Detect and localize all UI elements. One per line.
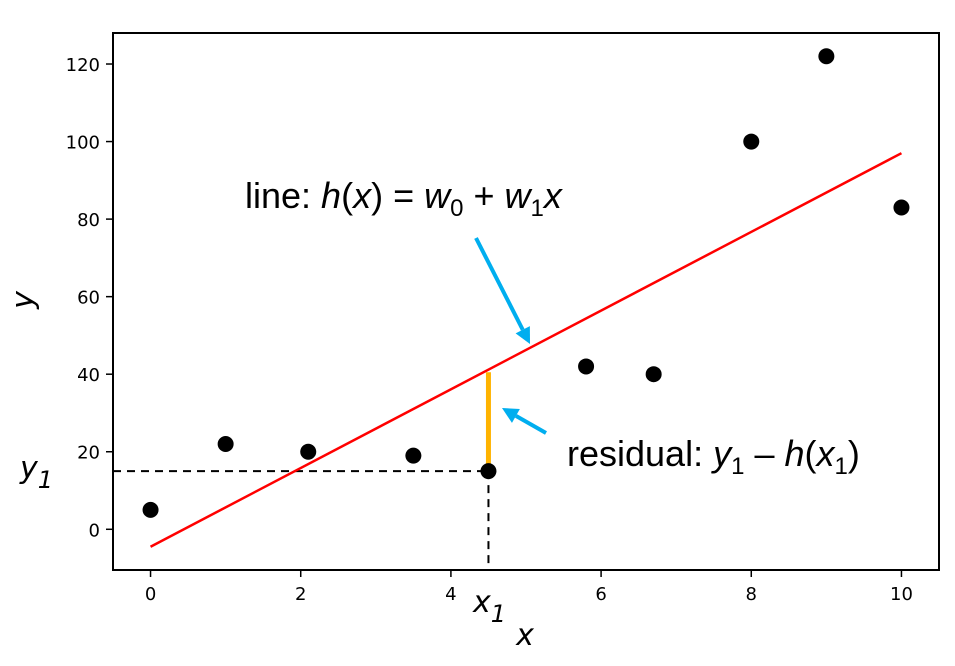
line-arrow-head <box>515 326 530 344</box>
y1-label: y1 <box>19 451 53 494</box>
x-axis-label: x <box>515 618 534 653</box>
y-tick-label: 120 <box>66 55 100 76</box>
data-point <box>142 501 159 518</box>
x-tick-label: 10 <box>890 584 913 605</box>
y-tick-label: 0 <box>89 520 100 541</box>
x1-label: x1 <box>472 585 506 628</box>
residual-arrow-shaft <box>514 414 547 435</box>
x-tick-label: 0 <box>145 584 156 605</box>
data-point <box>893 199 910 216</box>
data-point <box>480 463 497 480</box>
x-tick-label: 8 <box>746 584 757 605</box>
data-point <box>645 366 662 383</box>
fit-line-group <box>149 152 903 548</box>
plot-area <box>112 32 940 571</box>
data-point <box>743 133 760 150</box>
residual-arrow-head <box>502 408 520 423</box>
data-point <box>818 48 835 65</box>
line-arrow-shaft <box>474 237 525 331</box>
residual-annotation: residual: y1 – h(x1) <box>567 433 860 480</box>
y-tick-label: 60 <box>77 288 100 309</box>
x-tick-label: 2 <box>295 584 306 605</box>
data-point <box>300 443 317 460</box>
data-points <box>142 48 910 518</box>
y-tick-label: 80 <box>77 210 100 231</box>
data-point <box>405 447 422 464</box>
guide-lines <box>113 470 490 570</box>
annotation-arrows <box>474 237 547 435</box>
data-point <box>578 358 595 375</box>
line-arrow <box>474 237 530 344</box>
line-annotation: line: h(x) = w0 + w1x <box>245 175 564 222</box>
data-point <box>217 435 234 452</box>
y-tick-label: 100 <box>66 133 100 154</box>
residual-arrow <box>502 408 547 435</box>
fit-line <box>149 152 903 548</box>
y-tick-label: 40 <box>77 365 100 386</box>
x-tick-label: 6 <box>595 584 606 605</box>
x-tick-label: 4 <box>445 584 456 605</box>
y-tick-label: 20 <box>77 443 100 464</box>
plot-frame <box>112 32 940 571</box>
y-axis-label: y <box>6 290 41 310</box>
